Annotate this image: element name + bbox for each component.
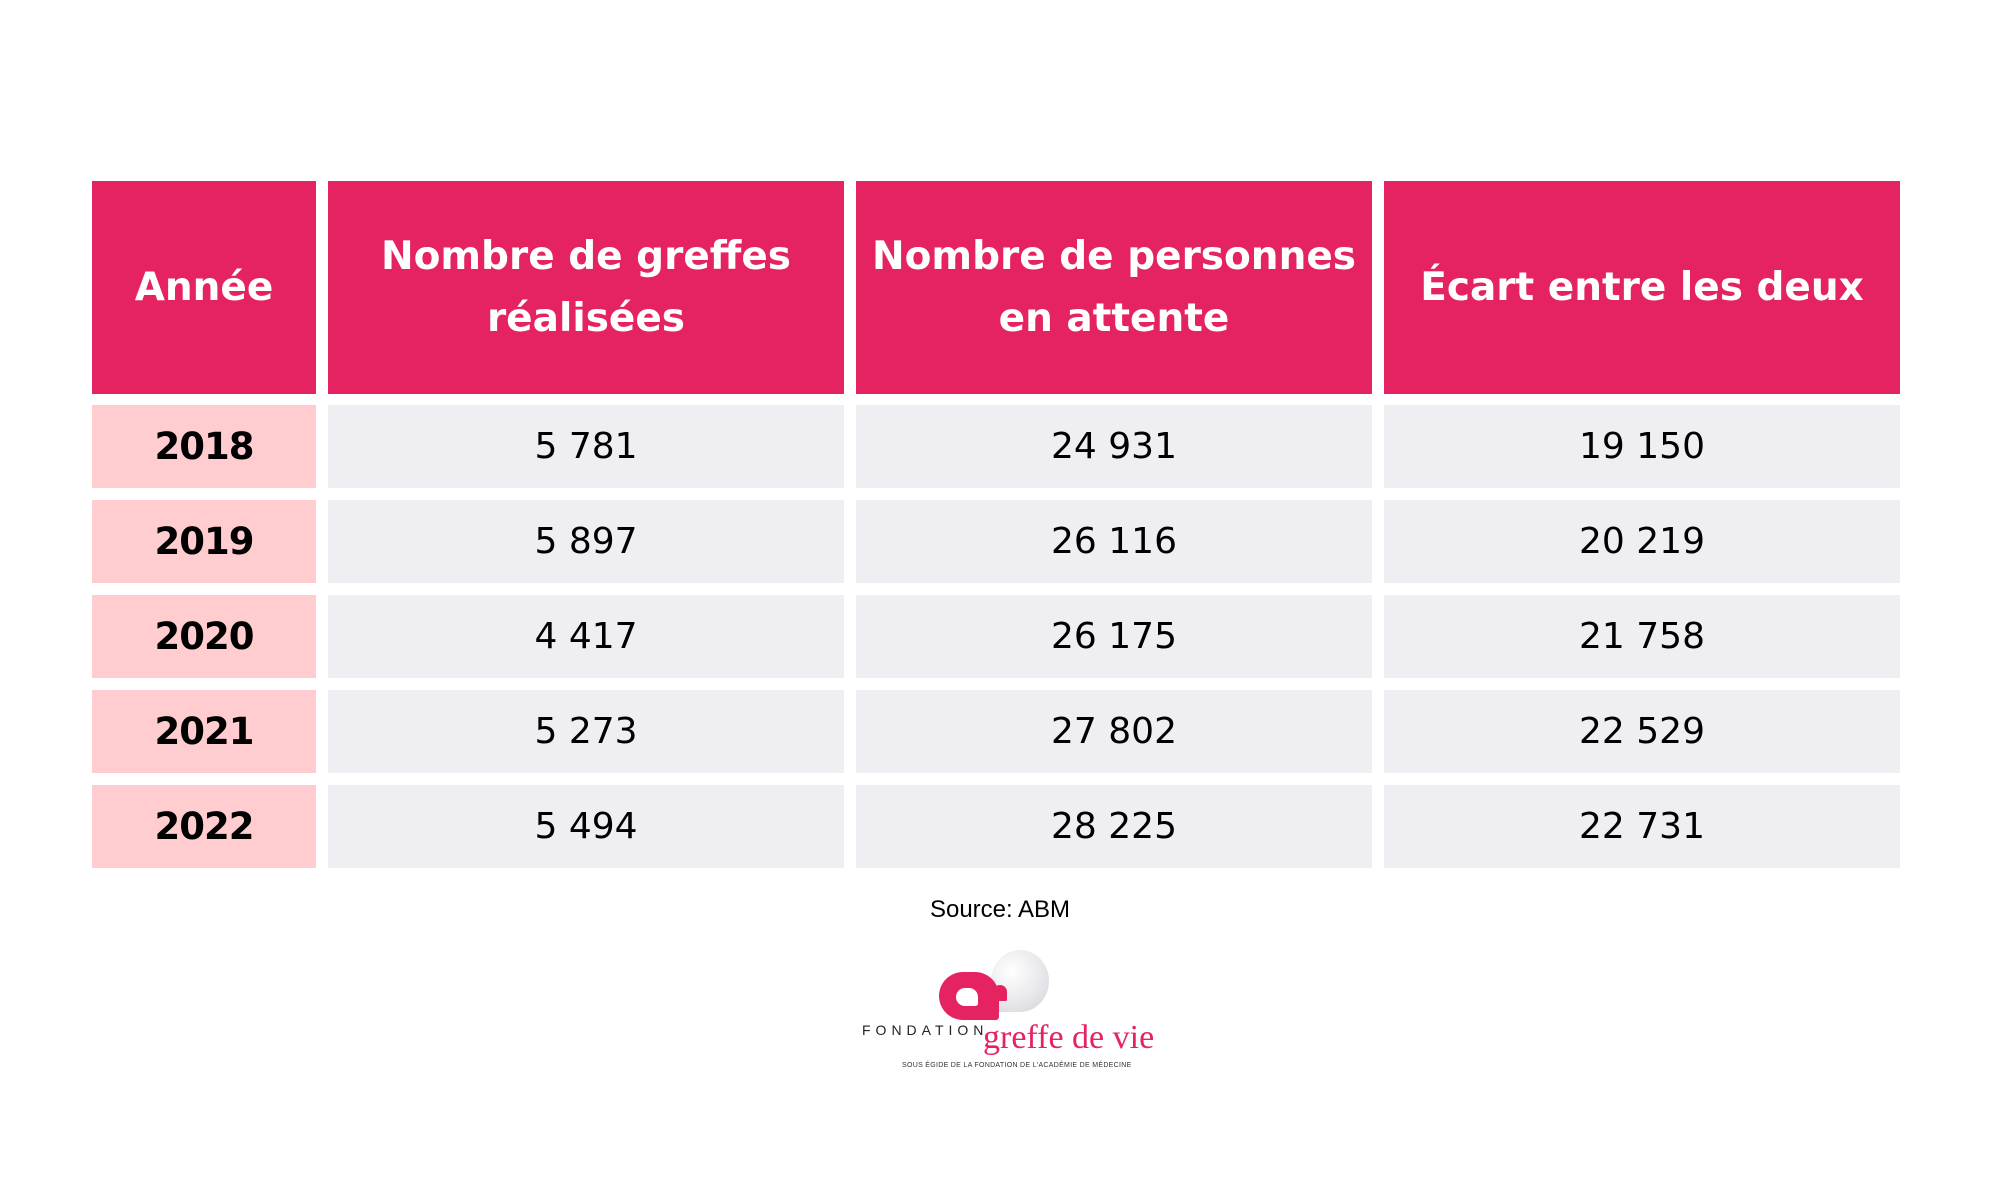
attente-cell: 24 931	[856, 405, 1372, 488]
header-cell-ecart: Écart entre les deux	[1384, 181, 1900, 394]
source-caption: Source: ABM	[929, 896, 1071, 923]
header-text: Année	[134, 264, 274, 310]
header-cell-attente: Nombre de personnes en attente	[856, 181, 1372, 394]
logo-pink-dot-icon	[993, 985, 1007, 1001]
foundation-logo: FONDATION greffe de vie SOUS ÉGIDE DE LA…	[850, 940, 1170, 1070]
attente-cell: 26 116	[856, 500, 1372, 583]
greffes-cell: 4 417	[328, 595, 844, 678]
attente-cell: 26 175	[856, 595, 1372, 678]
ecart-cell: 19 150	[1384, 405, 1900, 488]
year-cell: 2019	[92, 500, 316, 583]
logo-grey-bubble-icon	[991, 950, 1049, 1012]
header-text: réalisées	[486, 295, 686, 341]
year-cell: 2020	[92, 595, 316, 678]
year-cell: 2021	[92, 690, 316, 773]
header-text: en attente	[998, 295, 1230, 341]
greffes-cell: 5 781	[328, 405, 844, 488]
ecart-cell: 22 529	[1384, 690, 1900, 773]
year-cell: 2018	[92, 405, 316, 488]
greffes-cell: 5 897	[328, 500, 844, 583]
header-text: Écart entre les deux	[1420, 264, 1864, 310]
header-cell-greffes: Nombre de greffes réalisées	[328, 181, 844, 394]
header-text: Nombre de personnes	[872, 233, 1356, 279]
logo-fondation-text: FONDATION	[862, 1022, 989, 1038]
header-text: Nombre de greffes	[380, 233, 792, 279]
attente-cell: 27 802	[856, 690, 1372, 773]
logo-tagline: SOUS ÉGIDE DE LA FONDATION DE L'ACADÉMIE…	[902, 1062, 1132, 1069]
greffes-cell: 5 494	[328, 785, 844, 868]
year-cell: 2022	[92, 785, 316, 868]
logo-bubble-hole	[956, 988, 978, 1006]
attente-cell: 28 225	[856, 785, 1372, 868]
ecart-cell: 21 758	[1384, 595, 1900, 678]
logo-name-text: greffe de vie	[983, 1019, 1155, 1056]
ecart-cell: 22 731	[1384, 785, 1900, 868]
greffes-cell: 5 273	[328, 690, 844, 773]
ecart-cell: 20 219	[1384, 500, 1900, 583]
header-cell-annee: Année	[92, 181, 316, 394]
